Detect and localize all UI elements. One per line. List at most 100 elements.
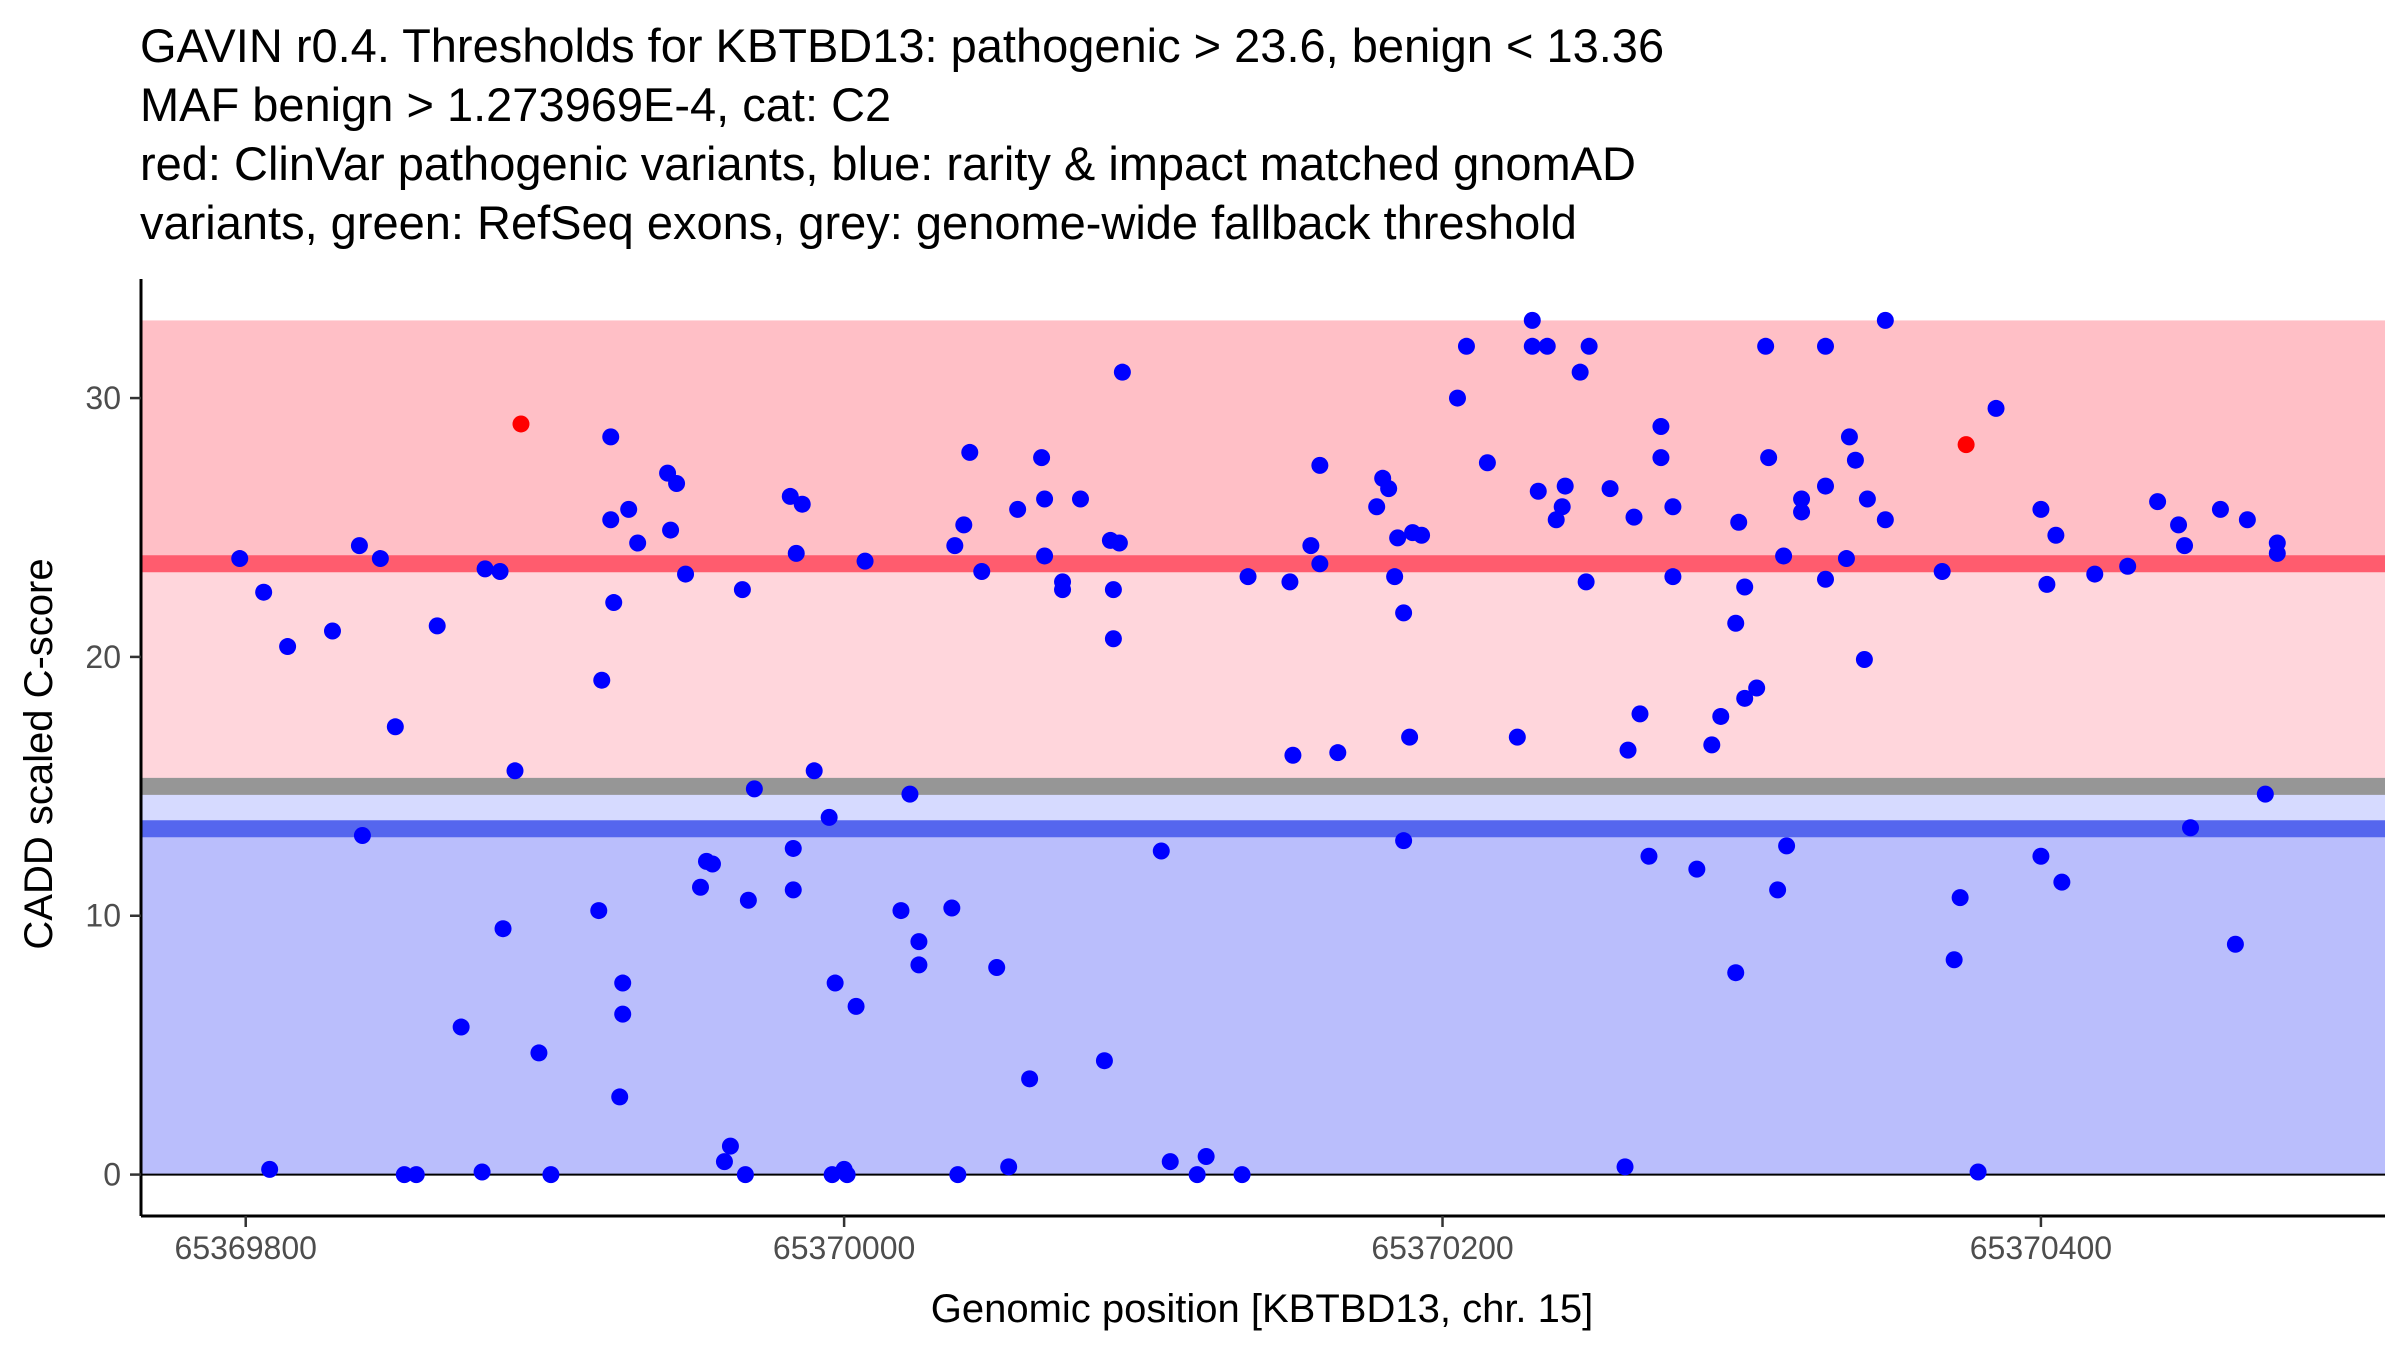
point-gnomad-matched-150 [1855,650,1873,668]
point-gnomad-matched-128 [1688,860,1706,878]
point-gnomad-matched-142 [1793,490,1811,508]
x-tick-label: 65369800 [175,1230,317,1266]
point-gnomad-matched-88 [1281,573,1299,591]
point-gnomad-matched-159 [2032,500,2050,518]
point-gnomad-matched-123 [1640,847,1658,865]
point-gnomad-matched-147 [1837,550,1855,568]
benign-region [141,828,2385,1175]
point-gnomad-matched-115 [1571,363,1589,381]
x-tick-label: 65370000 [773,1230,915,1266]
point-gnomad-matched-144 [1816,337,1834,355]
pathogenic-region [141,320,2385,564]
point-gnomad-matched-47 [793,495,811,513]
point-gnomad-matched-61 [946,537,964,555]
point-gnomad-matched-12 [452,1018,470,1036]
y-axis-title: CADD scaled C-score [17,558,61,949]
point-gnomad-matched-130 [1712,707,1730,725]
point-gnomad-matched-0 [231,550,249,568]
point-gnomad-matched-70 [1033,449,1051,467]
point-gnomad-matched-31 [662,521,680,539]
point-gnomad-matched-110 [1529,482,1547,500]
point-gnomad-matched-16 [494,920,512,938]
point-gnomad-matched-98 [1389,529,1407,547]
x-axis-title: Genomic position [KBTBD13, chr. 15] [931,1287,1594,1331]
point-gnomad-matched-19 [542,1166,560,1184]
point-gnomad-matched-34 [692,878,710,896]
point-gnomad-matched-45 [784,881,802,899]
y-tick-label: 20 [85,639,121,675]
point-gnomad-matched-4 [323,622,341,640]
point-gnomad-matched-134 [1736,578,1754,596]
point-gnomad-matched-75 [1071,490,1089,508]
point-gnomad-matched-86 [1233,1166,1251,1184]
x-tick-label: 65370400 [1970,1230,2112,1266]
point-gnomad-matched-100 [1395,832,1413,850]
point-gnomad-matched-66 [988,959,1006,977]
point-gnomad-matched-38 [721,1137,739,1155]
point-gnomad-matched-135 [1736,689,1754,707]
point-gnomad-matched-99 [1395,604,1413,622]
point-gnomad-matched-54 [847,997,865,1015]
point-gnomad-matched-78 [1104,581,1122,599]
axes: 65369800 65370000 65370200 65370400 0 10 20 30 [85,279,2385,1266]
point-gnomad-matched-119 [1616,1158,1634,1176]
point-gnomad-matched-2 [261,1160,279,1178]
point-gnomad-matched-67 [1000,1158,1018,1176]
point-gnomad-matched-97 [1386,568,1404,586]
point-gnomad-matched-7 [371,550,389,568]
point-gnomad-matched-60 [943,899,961,917]
point-gnomad-matched-106 [1478,454,1496,472]
point-gnomad-matched-140 [1775,547,1793,565]
point-gnomad-matched-39 [733,581,751,599]
point-gnomad-matched-137 [1757,337,1775,355]
point-gnomad-matched-116 [1577,573,1595,591]
point-gnomad-matched-32 [668,474,686,492]
point-gnomad-matched-58 [910,956,928,974]
point-gnomad-matched-85 [1197,1147,1215,1165]
point-gnomad-matched-59 [910,933,928,951]
point-gnomad-matched-107 [1508,728,1526,746]
point-gnomad-matched-6 [353,827,371,845]
intermediate-region-upper [141,563,2385,779]
point-gnomad-matched-138 [1760,449,1778,467]
point-gnomad-matched-101 [1401,728,1419,746]
point-gnomad-matched-44 [784,839,802,857]
point-gnomad-matched-62 [949,1166,967,1184]
point-gnomad-matched-65 [973,562,991,580]
y-tick-label: 0 [103,1157,121,1193]
point-gnomad-matched-1 [255,583,273,601]
point-gnomad-matched-152 [1876,311,1894,329]
point-gnomad-matched-105 [1457,337,1475,355]
point-gnomad-matched-129 [1703,736,1721,754]
point-gnomad-matched-103 [1413,526,1431,544]
point-gnomad-matched-11 [428,617,446,635]
point-gnomad-matched-83 [1161,1153,1179,1171]
point-gnomad-matched-87 [1239,568,1257,586]
point-gnomad-matched-104 [1448,389,1466,407]
point-gnomad-matched-145 [1816,477,1834,495]
point-gnomad-matched-149 [1846,451,1864,469]
point-gnomad-matched-82 [1152,842,1170,860]
point-gnomad-matched-79 [1104,630,1122,648]
point-gnomad-matched-81 [1113,363,1131,381]
point-gnomad-matched-64 [961,443,979,461]
point-gnomad-matched-171 [2226,935,2244,953]
y-tick-label: 30 [85,380,121,416]
point-gnomad-matched-154 [1933,562,1951,580]
point-gnomad-matched-72 [1036,547,1054,565]
point-gnomad-matched-71 [1036,490,1054,508]
point-gnomad-matched-146 [1816,570,1834,588]
point-gnomad-matched-153 [1876,511,1894,529]
point-gnomad-matched-112 [1547,511,1565,529]
point-gnomad-matched-18 [530,1044,548,1062]
point-gnomad-matched-63 [955,516,973,534]
point-gnomad-matched-13 [473,1163,491,1181]
point-gnomad-matched-69 [1021,1070,1039,1088]
title-line-1: GAVIN r0.4. Thresholds for KBTBD13: path… [140,19,1665,72]
point-gnomad-matched-26 [614,974,632,992]
point-gnomad-matched-168 [2176,537,2194,555]
point-gnomad-matched-118 [1601,480,1619,498]
point-gnomad-matched-143 [1793,503,1811,521]
point-gnomad-matched-84 [1188,1166,1206,1184]
